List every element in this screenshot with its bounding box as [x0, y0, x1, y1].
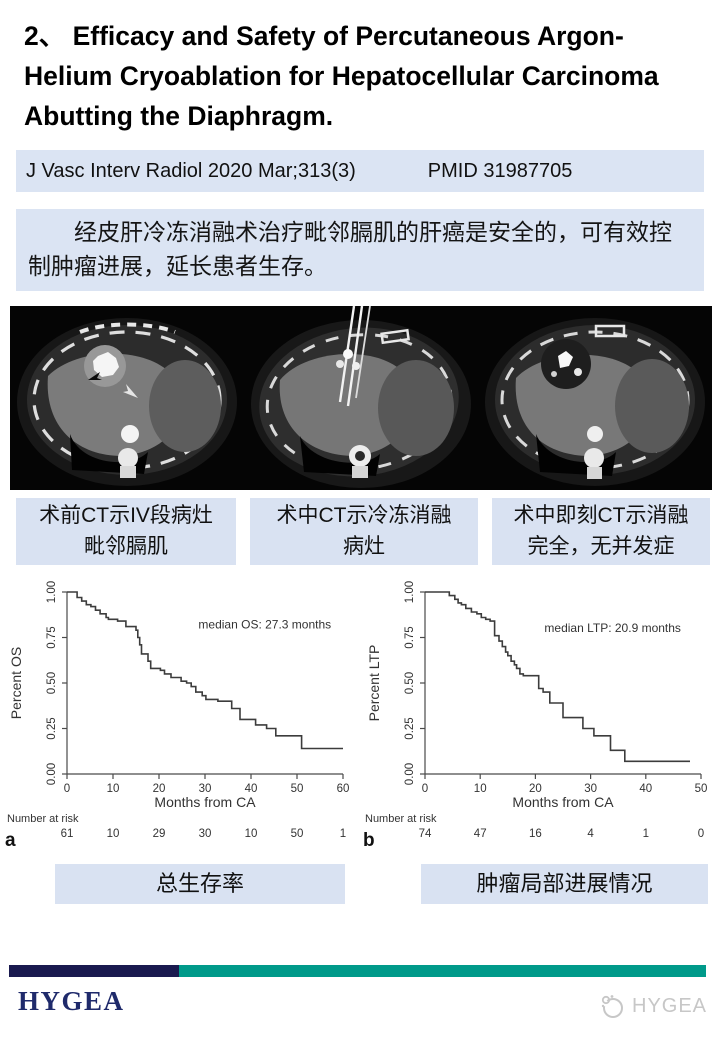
- caption-local-tumor-progression: 肿瘤局部进展情况: [421, 864, 708, 904]
- svg-text:50: 50: [695, 783, 708, 795]
- footer-bar-teal: [179, 965, 706, 977]
- svg-text:0.00: 0.00: [404, 763, 416, 785]
- svg-text:10: 10: [474, 783, 487, 795]
- svg-text:1: 1: [643, 828, 649, 840]
- svg-text:60: 60: [337, 783, 350, 795]
- svg-text:0.75: 0.75: [46, 626, 58, 648]
- svg-text:1: 1: [340, 828, 346, 840]
- svg-text:Percent LTP: Percent LTP: [366, 645, 382, 722]
- svg-text:30: 30: [199, 783, 212, 795]
- svg-text:16: 16: [529, 828, 542, 840]
- hygea-watermark-text: HYGEA: [632, 994, 708, 1017]
- svg-text:61: 61: [61, 828, 74, 840]
- ct-caption-postablation-line1: 术中即刻CT示消融: [513, 504, 689, 527]
- svg-text:10: 10: [245, 828, 258, 840]
- ct-caption-postablation-line2: 完全，无并发症: [527, 535, 675, 558]
- hygea-logo-icon: [601, 995, 623, 1018]
- ct-image-strip: [10, 306, 712, 490]
- hygea-logotype: HYGEA: [18, 986, 125, 1016]
- svg-text:1.00: 1.00: [46, 581, 58, 603]
- svg-text:0: 0: [698, 828, 704, 840]
- ct-image-postablation: [478, 306, 712, 490]
- svg-text:median OS: 27.3 months: median OS: 27.3 months: [198, 617, 331, 631]
- white-arrow-icon: [123, 384, 138, 398]
- svg-text:Months from CA: Months from CA: [512, 794, 614, 810]
- svg-text:10: 10: [107, 828, 120, 840]
- svg-text:Months from CA: Months from CA: [154, 794, 256, 810]
- slide-title: 2、 Efficacy and Safety of Percutaneous A…: [24, 21, 659, 131]
- ct-caption-preop-line1: 术前CT示IV段病灶: [39, 504, 213, 527]
- svg-text:40: 40: [245, 783, 258, 795]
- svg-text:Percent OS: Percent OS: [8, 647, 24, 719]
- citation-bar: J Vasc Interv Radiol 2020 Mar;313(3) PMI…: [16, 150, 704, 192]
- ct-caption-intraop: 术中CT示冷冻消融 病灶: [250, 498, 478, 565]
- svg-text:0.00: 0.00: [46, 763, 58, 785]
- ct-caption-postablation: 术中即刻CT示消融 完全，无并发症: [492, 498, 710, 565]
- svg-text:0.75: 0.75: [404, 626, 416, 648]
- svg-text:b: b: [363, 830, 375, 848]
- ct-caption-preop-line2: 毗邻膈肌: [84, 535, 168, 558]
- svg-text:0: 0: [64, 783, 70, 795]
- ct-caption-preop: 术前CT示IV段病灶 毗邻膈肌: [16, 498, 236, 565]
- svg-text:74: 74: [419, 828, 432, 840]
- svg-text:4: 4: [587, 828, 594, 840]
- svg-text:0.25: 0.25: [404, 717, 416, 739]
- svg-text:30: 30: [584, 783, 597, 795]
- km-chart-local-tumor-progression: 0 74 10 47 20 16 30 4 40 1 50 0 0.00 0.25 0.50 0.75 1.00…: [361, 576, 713, 848]
- svg-text:20: 20: [153, 783, 166, 795]
- svg-text:Number at risk: Number at risk: [7, 813, 79, 825]
- svg-text:50: 50: [291, 783, 304, 795]
- svg-text:a: a: [5, 830, 16, 848]
- svg-text:47: 47: [474, 828, 487, 840]
- svg-text:40: 40: [639, 783, 652, 795]
- ct-caption-intraop-line2: 病灶: [343, 535, 385, 558]
- km-charts-row: 0 61 10 10 20 29 30 30 40 10 50 50 60 1 0.00 0.25 0.50 0.…: [3, 576, 719, 848]
- svg-text:median LTP: 20.9 months: median LTP: 20.9 months: [544, 621, 681, 635]
- ct-caption-intraop-line1: 术中CT示冷冻消融: [276, 504, 452, 527]
- svg-text:20: 20: [529, 783, 542, 795]
- svg-text:50: 50: [291, 828, 304, 840]
- hygea-watermark: HYGEA: [598, 992, 707, 1020]
- svg-text:10: 10: [107, 783, 120, 795]
- svg-text:29: 29: [153, 828, 166, 840]
- footer-bar-navy: [9, 965, 179, 977]
- svg-text:30: 30: [199, 828, 212, 840]
- km-chart-overall-survival: 0 61 10 10 20 29 30 30 40 10 50 50 60 1 0.00 0.25 0.50 0.…: [3, 576, 355, 848]
- ct-image-intraop-needles: [244, 306, 478, 490]
- svg-text:Number at risk: Number at risk: [365, 813, 437, 825]
- citation-journal: J Vasc Interv Radiol 2020 Mar;313(3): [26, 159, 356, 182]
- svg-text:0.50: 0.50: [404, 672, 416, 694]
- caption-overall-survival: 总生存率: [55, 864, 345, 904]
- svg-text:0.50: 0.50: [46, 672, 58, 694]
- black-arrow-icon: [88, 372, 102, 380]
- svg-text:1.00: 1.00: [404, 581, 416, 603]
- svg-text:0.25: 0.25: [46, 717, 58, 739]
- ct-image-preop: [10, 306, 244, 490]
- svg-text:0: 0: [422, 783, 428, 795]
- citation-pmid: PMID 31987705: [427, 159, 573, 182]
- summary-box: 经皮肝冷冻消融术治疗毗邻膈肌的肝癌是安全的，可有效控制肿瘤进展，延长患者生存。: [16, 209, 704, 291]
